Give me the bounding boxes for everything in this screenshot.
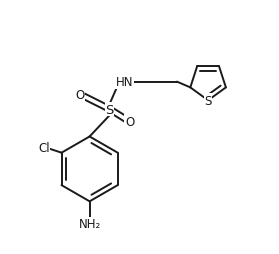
Text: Cl: Cl — [38, 142, 50, 155]
Text: HN: HN — [116, 76, 133, 89]
Text: O: O — [125, 116, 134, 129]
Text: O: O — [75, 88, 84, 101]
Text: NH₂: NH₂ — [78, 217, 101, 230]
Text: S: S — [105, 103, 114, 116]
Text: S: S — [205, 94, 212, 107]
